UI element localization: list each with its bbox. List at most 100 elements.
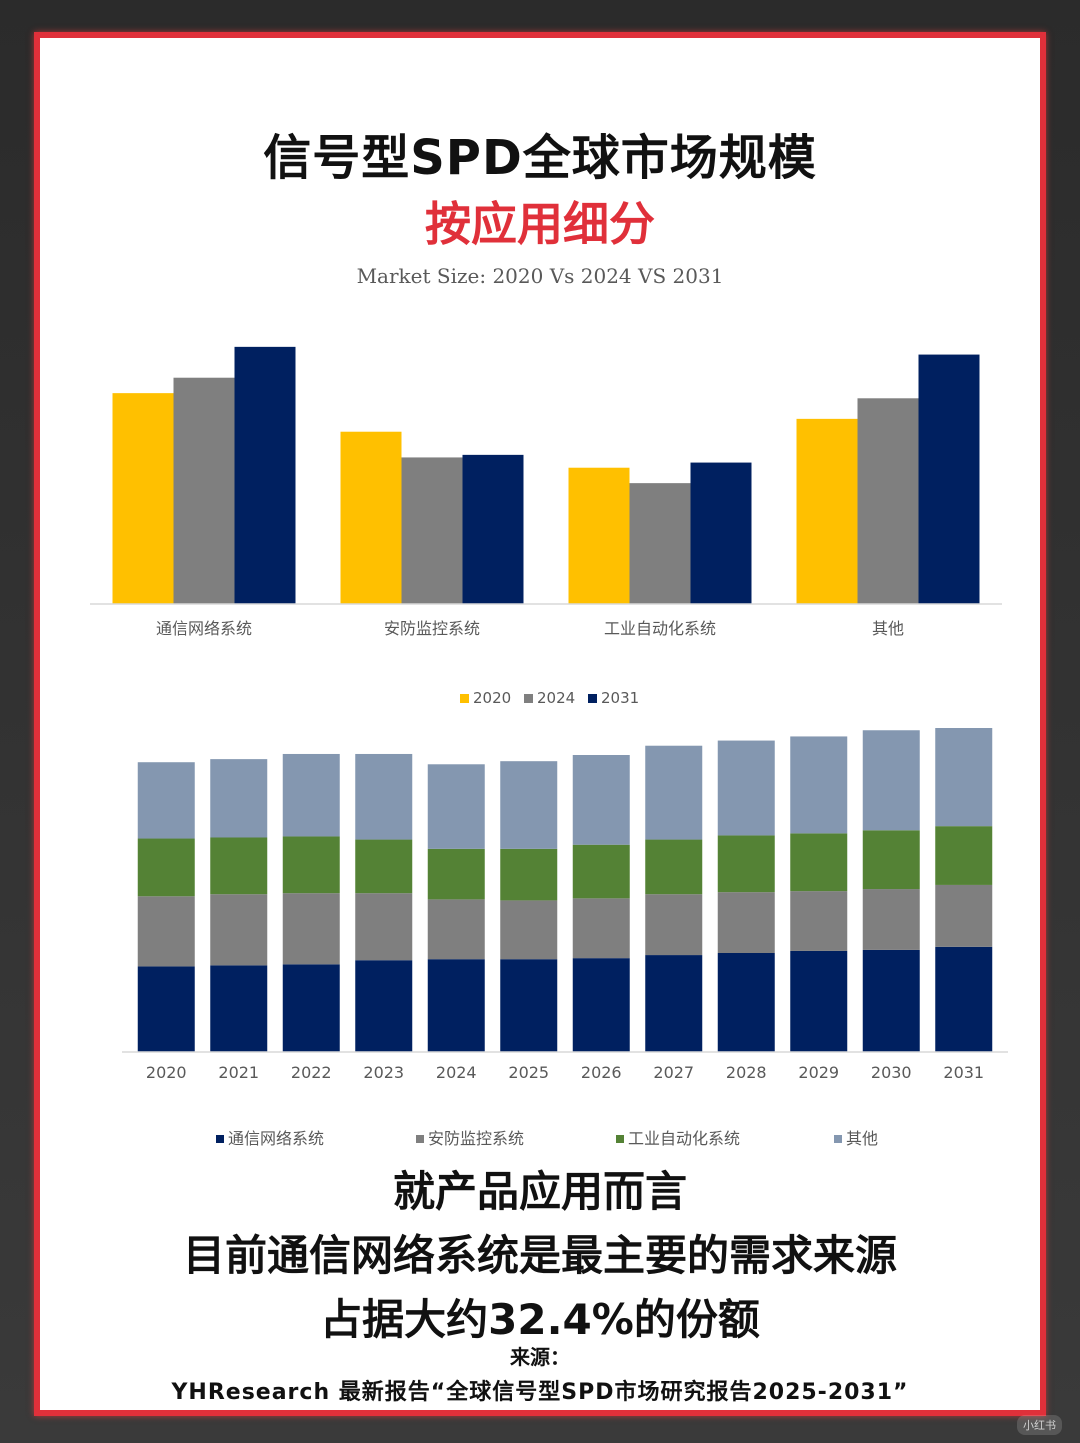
x-tick-label: 2029 xyxy=(798,1063,839,1082)
stack-seg-1-2028 xyxy=(717,892,775,953)
stack-seg-1-2031 xyxy=(935,884,993,947)
grouped-bar-chart: 通信网络系统 安防监控系统 工业自动化系统 其他 2020 2024 2031 xyxy=(90,346,1002,707)
stack-seg-1-2027 xyxy=(645,894,703,956)
conclusion-line-3: 占据大约32.4%的份额 xyxy=(320,1295,760,1344)
legend-label: 2031 xyxy=(601,689,639,707)
x-tick-label: 工业自动化系统 xyxy=(604,619,716,638)
conclusion-line-1: 就产品应用而言 xyxy=(392,1167,687,1216)
x-tick-label: 2020 xyxy=(146,1063,187,1082)
x-tick-label: 2028 xyxy=(726,1063,767,1082)
page-subtitle: 按应用细分 xyxy=(425,197,655,251)
stack-seg-3-2026 xyxy=(572,755,630,845)
stack-seg-2-2025 xyxy=(500,848,558,901)
stack-seg-0-2020 xyxy=(137,966,195,1052)
bar-2020-1 xyxy=(340,431,402,604)
stack-seg-2-2023 xyxy=(355,839,413,894)
stack-seg-0-2025 xyxy=(500,959,558,1052)
x-tick-label: 通信网络系统 xyxy=(156,619,252,638)
stack-seg-2-2030 xyxy=(862,830,920,890)
stack-seg-1-2020 xyxy=(137,896,195,967)
infographic-card: 信号型SPD全球市场规模 按应用细分 Market Size: 2020 Vs … xyxy=(34,32,1046,1416)
x-tick-label: 2022 xyxy=(291,1063,332,1082)
stack-seg-3-2024 xyxy=(427,764,485,849)
bar-2024-2 xyxy=(629,483,691,604)
stack-seg-1-2029 xyxy=(790,891,848,951)
chart-caption: Market Size: 2020 Vs 2024 VS 2031 xyxy=(356,264,724,288)
x-tick-label: 2026 xyxy=(581,1063,622,1082)
stack-seg-3-2020 xyxy=(137,762,195,839)
stack-seg-0-2027 xyxy=(645,955,703,1052)
stack-seg-0-2029 xyxy=(790,950,848,1052)
legend-label: 通信网络系统 xyxy=(228,1129,324,1148)
watermark-badge: 小红书 xyxy=(1017,1415,1062,1435)
legend-swatch xyxy=(834,1135,842,1143)
stack-seg-1-2021 xyxy=(210,894,268,966)
x-tick-label: 安防监控系统 xyxy=(384,619,480,638)
legend-label: 其他 xyxy=(846,1129,878,1148)
stack-seg-3-2029 xyxy=(790,736,848,834)
stack-seg-3-2028 xyxy=(717,740,775,836)
x-tick-label: 2024 xyxy=(436,1063,477,1082)
stack-seg-1-2025 xyxy=(500,900,558,960)
stack-seg-1-2023 xyxy=(355,893,413,961)
source-text: YHResearch 最新报告“全球信号型SPD市场研究报告2025-2031” xyxy=(171,1380,909,1405)
bar-2020-0 xyxy=(112,393,174,604)
legend-swatch xyxy=(616,1135,624,1143)
bar-2031-1 xyxy=(462,454,524,604)
legend-label: 2020 xyxy=(473,689,511,707)
stack-seg-3-2025 xyxy=(500,761,558,849)
stack-seg-3-2031 xyxy=(935,728,993,827)
legend-label: 安防监控系统 xyxy=(428,1129,524,1148)
stack-seg-0-2024 xyxy=(427,959,485,1052)
bar-2031-3 xyxy=(918,354,980,604)
x-tick-label: 其他 xyxy=(872,619,904,638)
stacked-bar-chart: 2020 2021 2022 2023 2024 2025 2026 2027 2028 2029… xyxy=(122,728,1008,1148)
stack-seg-2-2031 xyxy=(935,826,993,885)
legend-swatch xyxy=(524,694,533,703)
stack-seg-2-2026 xyxy=(572,844,630,899)
stack-seg-3-2030 xyxy=(862,730,920,831)
stack-seg-3-2021 xyxy=(210,759,268,838)
stack-seg-2-2027 xyxy=(645,839,703,895)
source-label: 来源： xyxy=(510,1345,570,1369)
stack-seg-0-2026 xyxy=(572,958,630,1052)
bar-2031-2 xyxy=(690,462,752,604)
stack-seg-3-2027 xyxy=(645,745,703,840)
stack-seg-1-2024 xyxy=(427,899,485,960)
legend-swatch xyxy=(216,1135,224,1143)
stack-seg-1-2026 xyxy=(572,898,630,959)
stack-seg-1-2030 xyxy=(862,889,920,950)
x-tick-label: 2031 xyxy=(943,1063,984,1082)
stack-seg-0-2022 xyxy=(282,964,340,1052)
bar-2024-0 xyxy=(173,377,235,604)
stack-seg-0-2031 xyxy=(935,946,993,1052)
x-tick-label: 2025 xyxy=(508,1063,549,1082)
stack-seg-0-2021 xyxy=(210,965,268,1052)
conclusion-line-2: 目前通信网络系统是最主要的需求来源 xyxy=(182,1231,897,1280)
page-title: 信号型SPD全球市场规模 xyxy=(263,130,817,186)
stack-seg-2-2029 xyxy=(790,833,848,892)
bar-2031-0 xyxy=(234,346,296,604)
bar-2024-3 xyxy=(857,398,919,604)
stack-seg-3-2022 xyxy=(282,753,340,837)
x-tick-label: 2021 xyxy=(218,1063,259,1082)
x-tick-label: 2023 xyxy=(363,1063,404,1082)
legend-swatch xyxy=(588,694,597,703)
stack-seg-2-2021 xyxy=(210,837,268,895)
legend-label: 2024 xyxy=(537,689,575,707)
stack-seg-0-2030 xyxy=(862,949,920,1052)
stack-seg-0-2028 xyxy=(717,953,775,1052)
stack-seg-2-2020 xyxy=(137,838,195,897)
stack-seg-2-2022 xyxy=(282,836,340,894)
bar-2020-2 xyxy=(568,467,630,604)
legend-swatch xyxy=(460,694,469,703)
legend-swatch xyxy=(416,1135,424,1143)
stack-seg-1-2022 xyxy=(282,893,340,965)
stack-seg-0-2023 xyxy=(355,960,413,1052)
x-tick-label: 2027 xyxy=(653,1063,694,1082)
bar-2020-3 xyxy=(796,418,858,604)
x-tick-label: 2030 xyxy=(871,1063,912,1082)
bar-2024-1 xyxy=(401,457,463,604)
stack-seg-2-2028 xyxy=(717,835,775,893)
stack-seg-3-2023 xyxy=(355,753,413,840)
